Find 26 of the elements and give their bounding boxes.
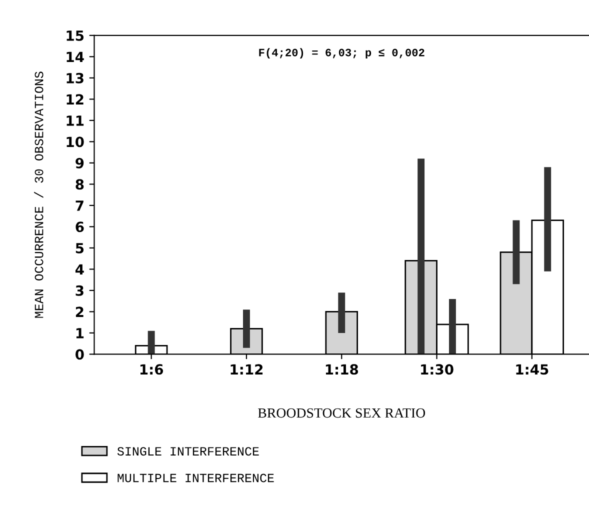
y-tick-label: 14 — [66, 52, 84, 62]
y-tick-label: 5 — [76, 243, 84, 254]
legend-label: MULTIPLE INTERFERENCE — [118, 474, 274, 482]
y-tick-label: 7 — [76, 200, 84, 211]
x-tick-label: 1:6 — [140, 364, 164, 375]
x-tick-label: 1:18 — [326, 364, 358, 375]
y-tick-label: 13 — [66, 72, 84, 84]
y-tick-label: 9 — [76, 158, 84, 168]
y-tick-label: 12 — [66, 94, 84, 104]
x-tick-label: 1:45 — [516, 364, 548, 375]
annotation: F(4;20) = 6,03; p ≤ 0,002 — [259, 48, 424, 59]
y-tick-label: 0 — [76, 349, 84, 360]
x-tick-label: 1:30 — [421, 364, 454, 375]
y-tick-label: 1 — [76, 328, 84, 338]
y-tick-label: 2 — [76, 306, 84, 317]
x-axis-title: BROODSTOCK SEX RATIO — [258, 408, 426, 418]
y-tick-label: 11 — [66, 116, 84, 126]
y-tick-label: 15 — [66, 30, 84, 41]
y-tick-label: 3 — [76, 285, 84, 296]
y-tick-label: 8 — [76, 179, 84, 190]
legend-label: SINGLE INTERFERENCE — [117, 447, 259, 456]
x-tick-label: 1:12 — [230, 364, 263, 374]
y-tick-label: 4 — [75, 264, 84, 274]
y-tick-label: 6 — [76, 222, 84, 232]
y-tick-label: 10 — [66, 136, 84, 148]
y-axis-title: MEAN OCCURRENCE / 30 OBSERVATIONS — [34, 72, 44, 318]
